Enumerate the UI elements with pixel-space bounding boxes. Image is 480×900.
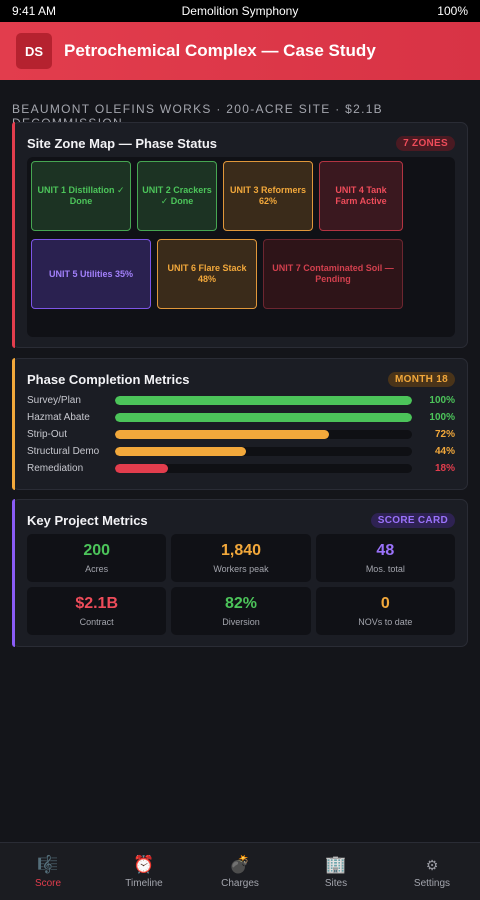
zones-count-badge: 7 ZONES (396, 135, 455, 151)
kpi-workers-peak: 1,840 Workers peak (171, 534, 311, 582)
progress-track (115, 413, 412, 422)
zone-map: UNIT 1 Distillation ✓ Done UNIT 2 Cracke… (27, 157, 455, 337)
metric-label: Hazmat Abate (27, 412, 90, 423)
metric-percent: 72% (434, 429, 455, 440)
progress-fill (115, 396, 412, 405)
tab-charges[interactable]: 💣 Charges (192, 843, 288, 900)
metric-label: Structural Demo (27, 446, 100, 457)
metric-label: Strip-Out (27, 429, 68, 440)
score-card-badge: SCORE CARD (370, 512, 455, 528)
alarm-clock-icon: ⏰ (133, 854, 155, 874)
zone-map-title: Site Zone Map — Phase Status (27, 135, 217, 151)
bomb-icon: 💣 (229, 854, 251, 874)
tab-label: Score (34, 877, 62, 889)
metric-percent: 100% (429, 395, 455, 406)
status-bar: 9:41 AM Demolition Symphony 100% (0, 0, 480, 22)
kpi-label: Mos. total (365, 564, 405, 574)
month-badge: MONTH 18 (388, 371, 455, 387)
progress-fill (115, 447, 246, 456)
metric-row: Survey/Plan 100% (27, 392, 455, 409)
gear-icon: ⚙ (425, 856, 439, 873)
key-metrics-title: Key Project Metrics (27, 512, 148, 528)
tab-label: Charges (221, 877, 259, 889)
tab-label: Timeline (125, 877, 163, 889)
kpi-acres: 200 Acres (27, 534, 167, 582)
kpi-value: 200 (83, 542, 111, 559)
metric-label: Remediation (27, 463, 84, 474)
bottom-tab-bar: 🎼 Score ⏰ Timeline 💣 Charges 🏢 Sites ⚙ S… (0, 842, 480, 900)
status-app-title: Demolition Symphony (181, 4, 299, 18)
kpi-label: Diversion (222, 617, 260, 627)
metric-row: Hazmat Abate 100% (27, 409, 455, 426)
metric-percent: 44% (434, 446, 455, 457)
progress-fill (115, 430, 329, 439)
zone-unit-4[interactable]: UNIT 4 Tank Farm Active (319, 161, 403, 231)
metric-percent: 18% (434, 463, 455, 474)
zone-unit-5[interactable]: UNIT 5 Utilities 35% (31, 239, 151, 309)
music-score-icon: 🎼 (37, 854, 59, 874)
metric-percent: 100% (429, 412, 455, 423)
app-header: DS Petrochemical Complex — Case Study (0, 22, 480, 80)
building-icon: 🏢 (325, 854, 347, 874)
page-title: Petrochemical Complex — Case Study (64, 41, 376, 60)
metric-row: Remediation 18% (27, 460, 455, 477)
zone-unit-7[interactable]: UNIT 7 Contaminated Soil — Pending (263, 239, 403, 309)
progress-track (115, 396, 412, 405)
progress-fill (115, 413, 412, 422)
kpi-label: Acres (85, 564, 109, 574)
metric-label: Survey/Plan (27, 395, 81, 406)
kpi-diversion: 82% Diversion (171, 587, 311, 635)
kpi-contract: $2.1B Contract (27, 587, 167, 635)
kpi-value: 82% (224, 595, 257, 612)
zone-unit-1[interactable]: UNIT 1 Distillation ✓ Done (31, 161, 131, 231)
progress-fill (115, 464, 169, 473)
zone-unit-3[interactable]: UNIT 3 Reformers 62% (223, 161, 313, 231)
kpi-value: 0 (380, 595, 390, 612)
zone-map-card: Site Zone Map — Phase Status 7 ZONES UNI… (12, 122, 468, 348)
project-subtitle: BEAUMONT OLEFINS WORKS · 200-ACRE SITE ·… (12, 102, 383, 130)
progress-track (115, 464, 412, 473)
status-battery: 100% (437, 4, 468, 18)
kpi-label: Contract (79, 617, 114, 627)
kpi-value: 1,840 (220, 542, 262, 559)
tab-settings[interactable]: ⚙ Settings (384, 843, 480, 900)
progress-track (115, 447, 412, 456)
tab-timeline[interactable]: ⏰ Timeline (96, 843, 192, 900)
tab-label: Settings (413, 877, 451, 889)
kpi-months-total: 48 Mos. total (315, 534, 455, 582)
kpi-label: Workers peak (213, 564, 269, 574)
status-time: 9:41 AM (12, 4, 57, 18)
tab-score[interactable]: 🎼 Score (0, 843, 96, 900)
tab-sites[interactable]: 🏢 Sites (288, 843, 384, 900)
kpi-novs: 0 NOVs to date (315, 587, 455, 635)
app-logo: DS (16, 33, 52, 69)
zone-unit-2[interactable]: UNIT 2 Crackers ✓ Done (137, 161, 217, 231)
kpi-label: NOVs to date (358, 617, 413, 627)
metric-row: Structural Demo 44% (27, 443, 455, 460)
key-metrics-card: Key Project Metrics SCORE CARD 200 Acres… (12, 499, 468, 647)
tab-label: Sites (324, 877, 348, 889)
kpi-value: $2.1B (75, 595, 119, 612)
metric-row: Strip-Out 72% (27, 426, 455, 443)
progress-track (115, 430, 412, 439)
phase-metrics-card: Phase Completion Metrics MONTH 18 Survey… (12, 358, 468, 490)
phase-metrics-title: Phase Completion Metrics (27, 371, 190, 387)
kpi-grid: 200 Acres 1,840 Workers peak 48 Mos. tot… (27, 534, 455, 635)
zone-unit-6[interactable]: UNIT 6 Flare Stack 48% (157, 239, 257, 309)
kpi-value: 48 (376, 542, 395, 559)
